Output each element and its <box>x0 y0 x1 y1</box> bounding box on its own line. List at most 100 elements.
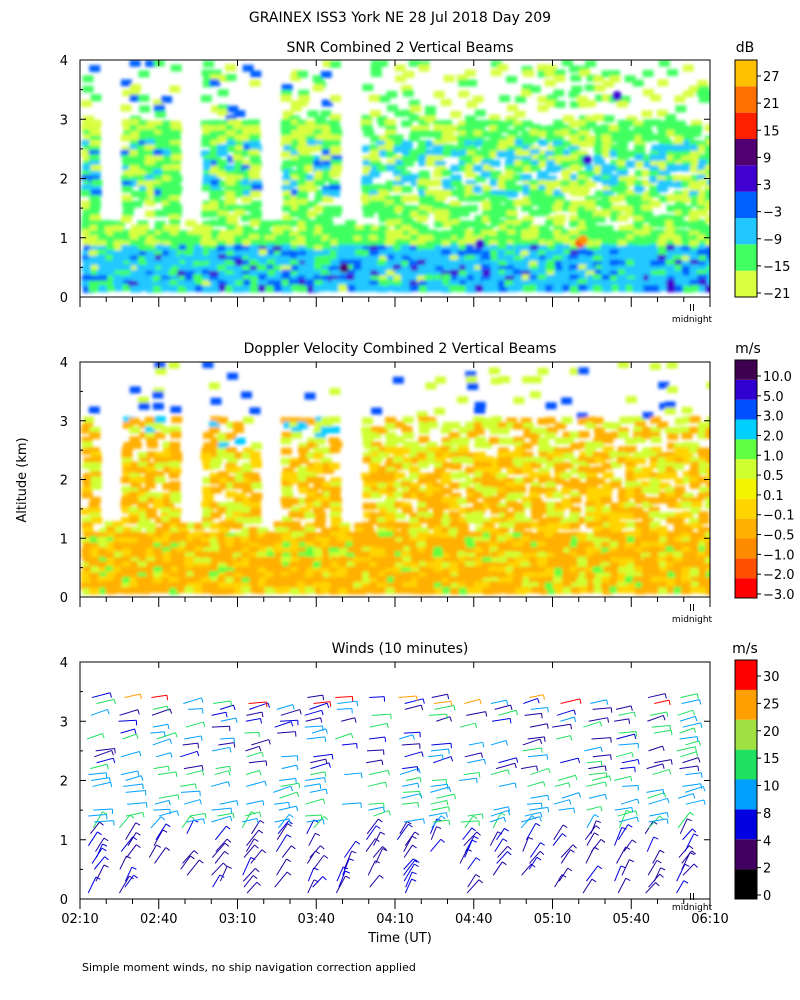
field-cell <box>81 215 93 223</box>
field-cell <box>456 144 468 152</box>
field-cell <box>376 562 388 570</box>
field-cell <box>642 154 654 162</box>
field-cell <box>625 150 637 158</box>
field-cell <box>536 456 548 464</box>
field-cell <box>579 115 591 123</box>
field-cell <box>594 140 606 148</box>
field-cell <box>545 255 557 263</box>
field-cell <box>600 130 612 138</box>
field-cell <box>336 254 348 262</box>
field-cell <box>482 149 494 157</box>
field-cell <box>481 561 493 569</box>
field-cell <box>129 487 141 495</box>
field-cell <box>635 556 647 564</box>
field-cell <box>225 432 237 440</box>
field-cell <box>130 84 142 92</box>
field-cell <box>562 234 574 242</box>
field-cell <box>665 551 677 559</box>
field-cell <box>370 135 382 143</box>
field-cell <box>648 567 660 575</box>
wind-barb-flag <box>160 816 166 821</box>
field-cell <box>706 551 710 559</box>
wind-barb <box>94 820 114 823</box>
wind-barb <box>341 742 357 746</box>
field-cell <box>554 472 566 480</box>
field-cell <box>353 255 365 263</box>
field-cell <box>232 562 244 570</box>
field-cell <box>168 249 180 257</box>
field-cell <box>642 567 654 575</box>
wind-barb <box>369 874 380 888</box>
field-cell <box>362 561 374 569</box>
field-cell <box>578 220 590 228</box>
field-cell <box>554 572 566 580</box>
field-cell <box>562 284 574 292</box>
field-cell <box>227 119 239 127</box>
field-cell <box>315 552 327 560</box>
field-cell <box>449 421 461 429</box>
field-cell <box>83 556 95 564</box>
field-cell <box>465 264 477 272</box>
field-cell <box>489 496 501 504</box>
wind-barb <box>189 813 206 817</box>
wind-barb <box>403 858 414 870</box>
field-cell <box>504 269 516 277</box>
field-cell <box>305 120 317 128</box>
field-cell <box>408 99 420 107</box>
field-cell <box>306 249 318 257</box>
wind-barb <box>368 802 384 805</box>
field-cell <box>147 541 159 549</box>
field-cell <box>145 551 157 559</box>
wind-barb <box>186 859 200 876</box>
field-cell <box>315 125 327 133</box>
field-cell <box>682 189 694 197</box>
wind-barb-flag <box>140 775 144 781</box>
figure-title: GRAINEX ISS3 York NE 28 Jul 2018 Day 209 <box>249 10 551 26</box>
field-cell <box>379 275 391 283</box>
field-cell <box>617 431 629 439</box>
field-cell <box>681 164 693 172</box>
wind-barb <box>403 836 413 852</box>
field-cell <box>314 250 326 258</box>
field-cell <box>576 174 588 182</box>
field-cell <box>217 587 229 595</box>
field-cell <box>242 486 254 494</box>
field-cell <box>472 164 484 172</box>
wind-barb-flag <box>131 866 137 870</box>
field-cell <box>561 552 573 560</box>
field-cell <box>146 582 158 590</box>
field-cell <box>274 542 286 550</box>
field-cell <box>153 492 165 500</box>
wind-barb <box>404 831 416 846</box>
field-cell <box>569 556 581 564</box>
field-cell <box>355 526 367 534</box>
field-cell <box>210 416 222 424</box>
field-cell <box>305 229 317 237</box>
field-cell <box>161 516 173 524</box>
field-cell <box>178 244 190 252</box>
field-cell <box>617 184 629 192</box>
wind-barb <box>313 701 331 704</box>
field-cell <box>130 269 142 277</box>
field-cell <box>697 260 709 268</box>
field-cell <box>203 60 215 68</box>
field-cell <box>344 240 356 248</box>
field-cell <box>131 179 143 187</box>
field-cell <box>634 481 646 489</box>
field-cell <box>355 269 367 277</box>
field-cell <box>120 556 132 564</box>
field-cell <box>387 284 399 292</box>
field-cell <box>418 119 430 127</box>
field-cell <box>360 249 372 257</box>
field-cell <box>585 180 597 188</box>
field-cell <box>618 175 630 183</box>
field-cell <box>497 254 509 262</box>
field-cell <box>475 194 487 202</box>
wind-barb <box>405 777 421 781</box>
field-cell <box>593 531 605 539</box>
field-cell <box>386 542 398 550</box>
field-cell <box>242 239 254 247</box>
wind-barb-flag <box>258 746 262 752</box>
field-cell <box>417 582 429 590</box>
field-cell <box>665 125 677 133</box>
